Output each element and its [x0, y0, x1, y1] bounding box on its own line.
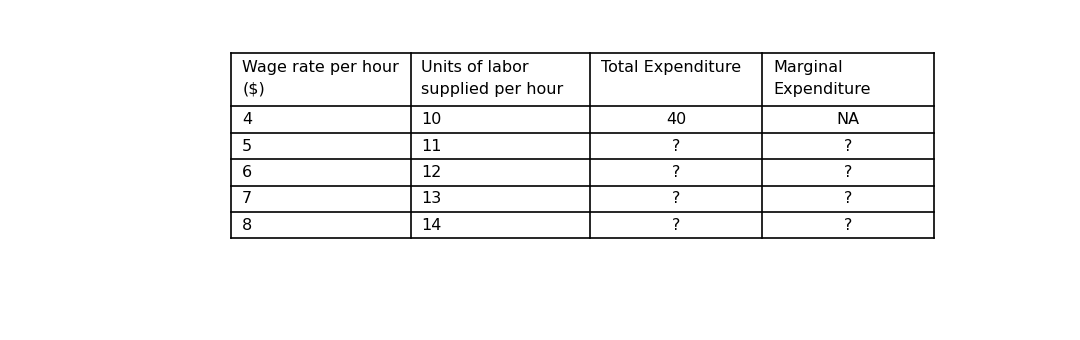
Text: ?: ? — [672, 191, 680, 206]
Text: 14: 14 — [421, 218, 442, 233]
Text: 8: 8 — [242, 218, 253, 233]
Text: ?: ? — [672, 165, 680, 180]
Text: supplied per hour: supplied per hour — [421, 82, 564, 97]
Text: 12: 12 — [421, 165, 442, 180]
Text: ?: ? — [845, 139, 852, 154]
Text: ?: ? — [845, 191, 852, 206]
Text: Total Expenditure: Total Expenditure — [600, 60, 741, 75]
Text: 7: 7 — [242, 191, 253, 206]
Text: Expenditure: Expenditure — [773, 82, 870, 97]
Text: 11: 11 — [421, 139, 442, 154]
Text: ?: ? — [672, 218, 680, 233]
Text: 40: 40 — [666, 112, 686, 127]
Text: Units of labor: Units of labor — [421, 60, 529, 75]
Text: 10: 10 — [421, 112, 442, 127]
Text: ?: ? — [845, 218, 852, 233]
Text: 6: 6 — [242, 165, 253, 180]
Text: ?: ? — [845, 165, 852, 180]
Text: 13: 13 — [421, 191, 442, 206]
Text: NA: NA — [837, 112, 860, 127]
Text: 4: 4 — [242, 112, 253, 127]
Text: ($): ($) — [242, 82, 265, 97]
Text: ?: ? — [672, 139, 680, 154]
Text: 5: 5 — [242, 139, 253, 154]
Text: Wage rate per hour: Wage rate per hour — [242, 60, 399, 75]
Text: Marginal: Marginal — [773, 60, 842, 75]
